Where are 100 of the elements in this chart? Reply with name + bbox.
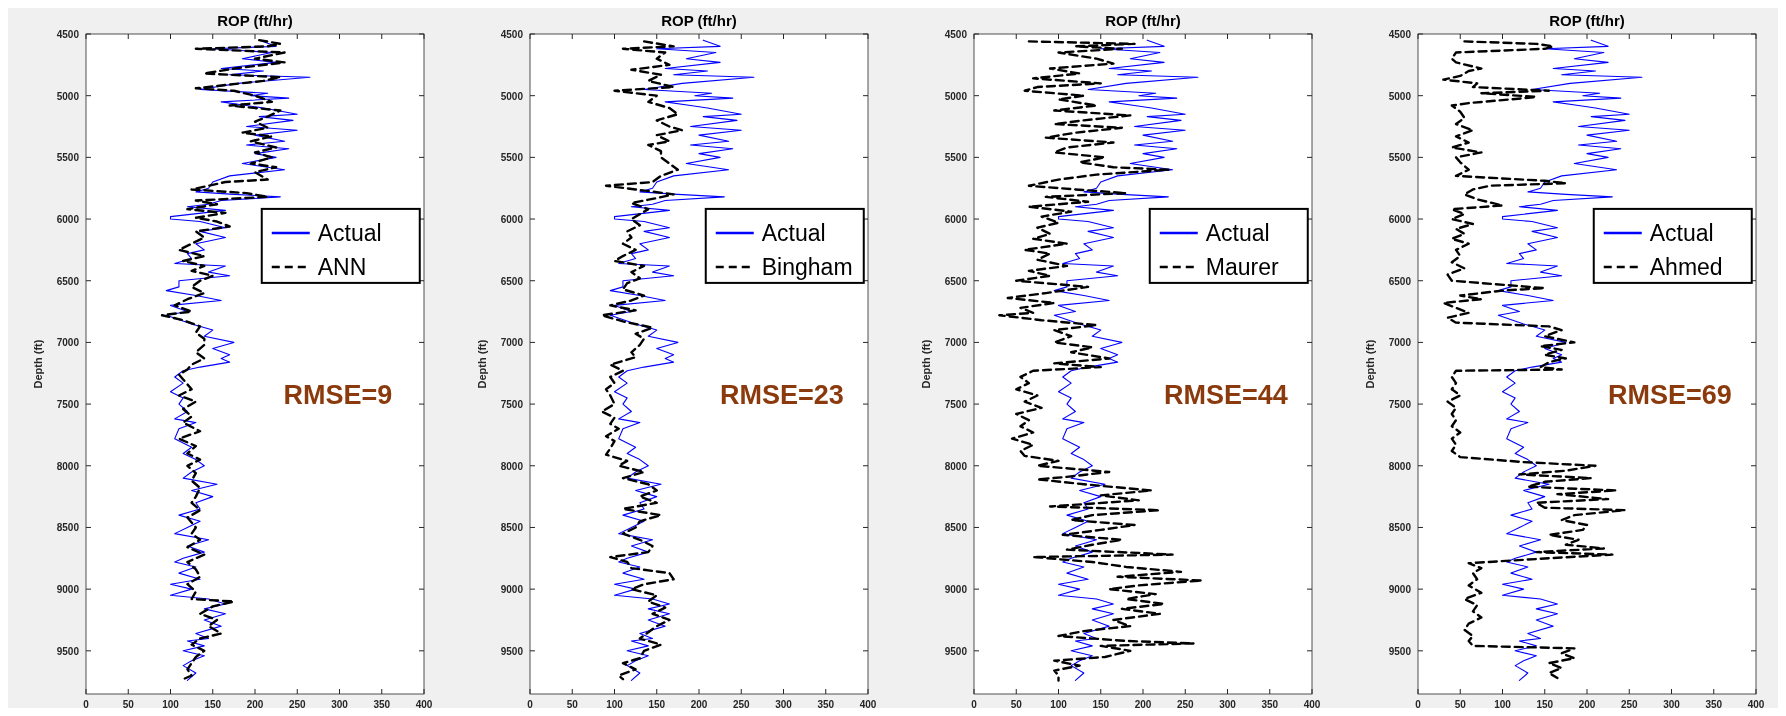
annotation: RMSE=9 — [283, 379, 393, 410]
x-tick-label: 50 — [1454, 699, 1467, 710]
y-tick-label: 6500 — [944, 275, 968, 287]
chart-title: ROP (ft/hr) — [217, 12, 293, 29]
x-tick-label: 100 — [162, 699, 180, 710]
y-axis-title: Depth (ft) — [476, 339, 488, 389]
y-tick-label: 5500 — [56, 152, 80, 164]
y-tick-label: 8500 — [1388, 522, 1412, 534]
x-tick-label: 0 — [971, 699, 978, 710]
legend-label: Actual — [1205, 219, 1270, 246]
y-tick-label: 6000 — [944, 214, 968, 226]
x-tick-label: 200 — [1134, 699, 1152, 710]
legend-label: Actual — [761, 219, 826, 246]
y-tick-label: 4500 — [944, 29, 968, 40]
y-tick-label: 6000 — [56, 214, 80, 226]
x-tick-label: 300 — [331, 699, 349, 710]
x-tick-label: 300 — [1663, 699, 1681, 710]
y-tick-label: 5500 — [1388, 152, 1412, 164]
y-tick-label: 5000 — [56, 90, 80, 102]
legend-label: Actual — [317, 219, 382, 246]
x-tick-label: 50 — [566, 699, 579, 710]
annotation: RMSE=23 — [719, 379, 844, 410]
y-axis-title: Depth (ft) — [1364, 339, 1376, 389]
x-tick-label: 400 — [415, 699, 433, 710]
y-tick-label: 6500 — [56, 275, 80, 287]
y-tick-label: 9000 — [944, 584, 968, 596]
x-tick-label: 150 — [1092, 699, 1110, 710]
line-series — [600, 40, 684, 681]
y-tick-label: 9500 — [56, 645, 80, 657]
y-tick-label: 8500 — [944, 522, 968, 534]
y-tick-label: 7500 — [56, 399, 80, 411]
x-tick-label: 250 — [1620, 699, 1639, 710]
chart-title: ROP (ft/hr) — [661, 12, 737, 29]
x-tick-label: 0 — [1415, 699, 1422, 710]
y-tick-label: 7500 — [944, 399, 968, 411]
y-tick-label: 9500 — [1388, 645, 1412, 657]
x-tick-label: 350 — [1705, 699, 1723, 710]
legend-label: Actual — [1649, 219, 1714, 246]
y-tick-label: 9000 — [1388, 584, 1412, 596]
y-tick-label: 8000 — [56, 460, 80, 472]
x-tick-label: 250 — [1176, 699, 1195, 710]
x-tick-label: 0 — [527, 699, 534, 710]
x-tick-label: 50 — [122, 699, 135, 710]
y-tick-label: 7000 — [500, 337, 524, 349]
y-tick-label: 7000 — [944, 337, 968, 349]
annotation: RMSE=69 — [1607, 379, 1732, 410]
y-tick-label: 6500 — [500, 275, 524, 287]
x-tick-label: 150 — [648, 699, 666, 710]
chart-title: ROP (ft/hr) — [1549, 12, 1625, 29]
y-tick-label: 9000 — [500, 584, 524, 596]
legend-label: Bingham — [761, 253, 853, 280]
x-tick-label: 150 — [1536, 699, 1554, 710]
y-tick-label: 5000 — [1388, 90, 1412, 102]
x-tick-label: 200 — [246, 699, 264, 710]
x-tick-label: 300 — [1219, 699, 1237, 710]
x-tick-label: 100 — [1494, 699, 1512, 710]
x-tick-label: 350 — [373, 699, 391, 710]
x-tick-label: 250 — [732, 699, 751, 710]
y-tick-label: 7500 — [500, 399, 524, 411]
y-tick-label: 5000 — [500, 90, 524, 102]
annotation: RMSE=44 — [1163, 379, 1288, 410]
y-tick-label: 6000 — [1388, 214, 1412, 226]
y-tick-label: 9500 — [500, 645, 524, 657]
line-series — [160, 38, 286, 681]
x-tick-label: 200 — [690, 699, 708, 710]
y-tick-label: 8500 — [56, 522, 80, 534]
x-tick-label: 100 — [1050, 699, 1068, 710]
x-tick-label: 400 — [1747, 699, 1765, 710]
x-tick-label: 50 — [1010, 699, 1023, 710]
y-axis-title: Depth (ft) — [920, 339, 932, 389]
y-tick-label: 8500 — [500, 522, 524, 534]
y-tick-label: 8000 — [944, 460, 968, 472]
y-tick-label: 7000 — [56, 337, 80, 349]
y-tick-label: 8000 — [500, 460, 524, 472]
y-tick-label: 4500 — [500, 29, 524, 40]
x-tick-label: 150 — [204, 699, 222, 710]
y-tick-label: 7000 — [1388, 337, 1412, 349]
x-tick-label: 100 — [606, 699, 624, 710]
legend-label: Ahmed — [1649, 253, 1723, 280]
y-tick-label: 9000 — [56, 584, 80, 596]
x-tick-label: 400 — [859, 699, 877, 710]
x-tick-label: 350 — [817, 699, 835, 710]
legend-label: Maurer — [1205, 253, 1279, 280]
chart-title: ROP (ft/hr) — [1105, 12, 1181, 29]
y-tick-label: 5500 — [500, 152, 524, 164]
x-tick-label: 350 — [1261, 699, 1279, 710]
y-tick-label: 4500 — [1388, 29, 1412, 40]
legend-label: ANN — [317, 253, 367, 280]
y-axis-title: Depth (ft) — [32, 339, 44, 389]
y-tick-label: 9500 — [944, 645, 968, 657]
x-tick-label: 250 — [288, 699, 307, 710]
y-tick-label: 6000 — [500, 214, 524, 226]
x-tick-label: 0 — [83, 699, 90, 710]
y-tick-label: 8000 — [1388, 460, 1412, 472]
y-tick-label: 5500 — [944, 152, 968, 164]
y-tick-label: 7500 — [1388, 399, 1412, 411]
y-tick-label: 6500 — [1388, 275, 1412, 287]
x-tick-label: 200 — [1578, 699, 1596, 710]
x-tick-label: 300 — [775, 699, 793, 710]
y-tick-label: 4500 — [56, 29, 80, 40]
